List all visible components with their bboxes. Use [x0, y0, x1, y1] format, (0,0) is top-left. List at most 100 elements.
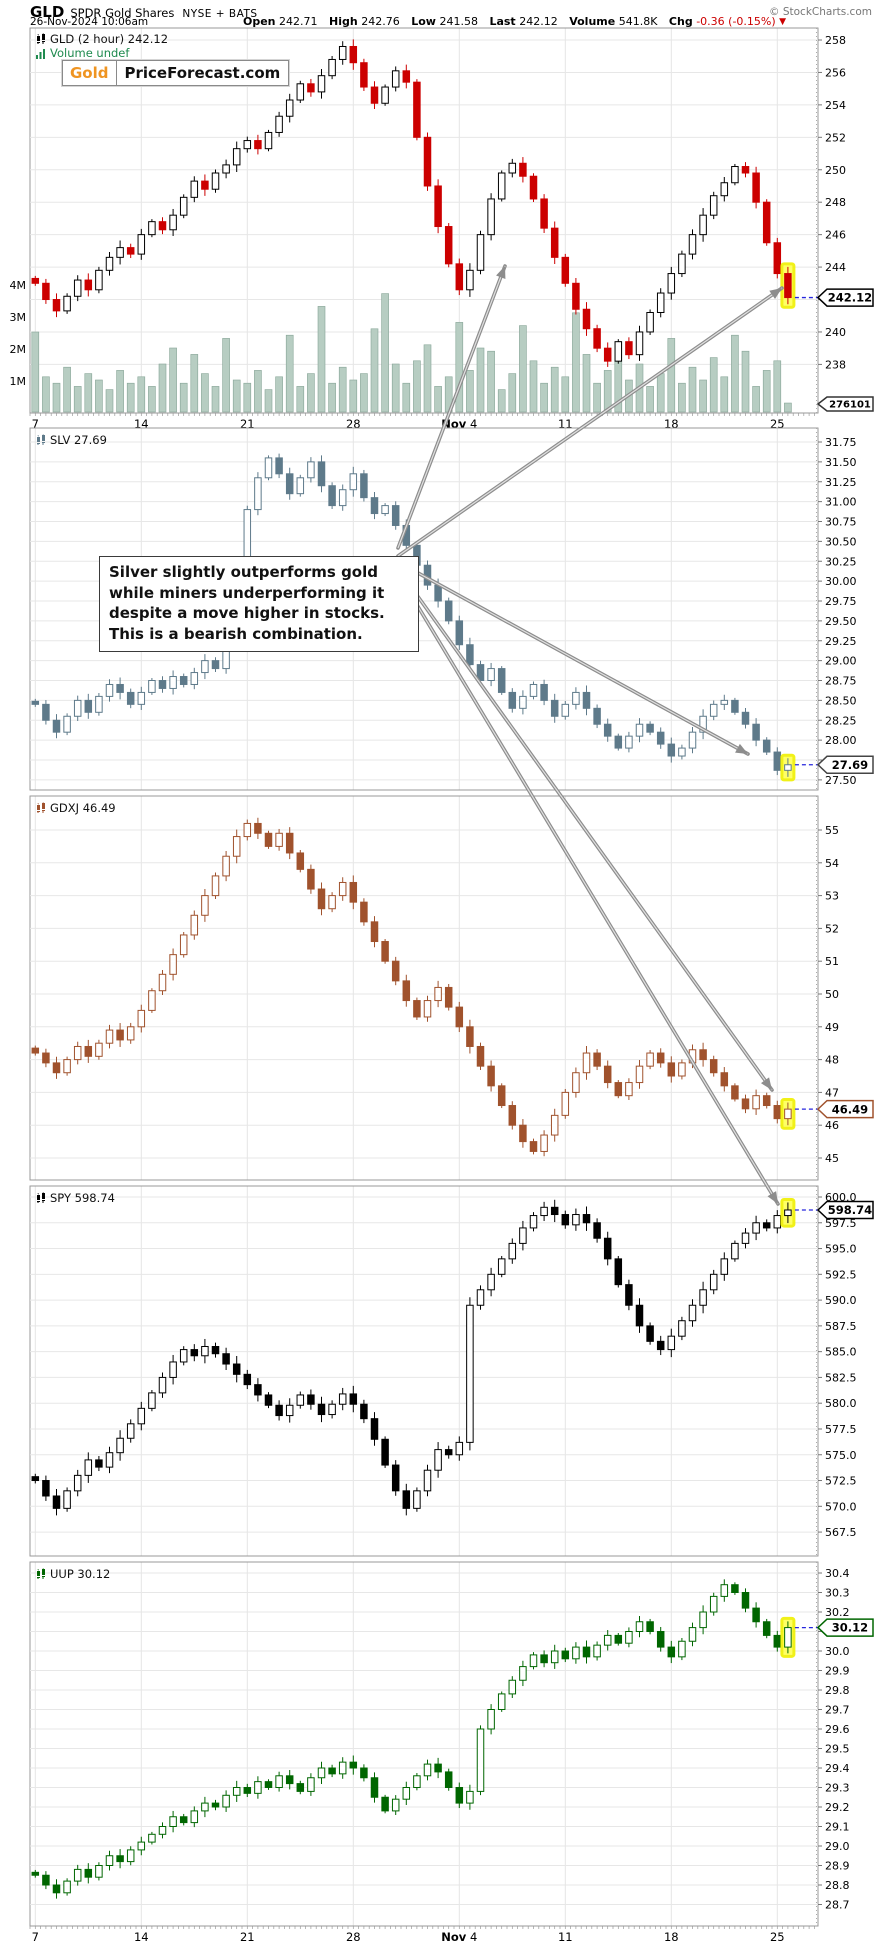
- price-tag: [816, 1618, 874, 1637]
- arrowhead: [496, 266, 506, 279]
- svg-text:30.00: 30.00: [825, 575, 857, 588]
- candle: [190, 1349, 199, 1357]
- candle: [296, 1394, 305, 1406]
- candle: [42, 282, 50, 301]
- svg-text:30.0: 30.0: [825, 1645, 850, 1658]
- volume-bar: [317, 306, 326, 413]
- candle: [126, 247, 135, 255]
- gdxj-panel-label: GDXJ 46.49: [50, 801, 116, 815]
- volume-bar: [349, 379, 358, 413]
- candle: [678, 747, 686, 757]
- volume-bar: [190, 354, 199, 413]
- volume-bars-icon: [36, 48, 45, 59]
- volume-legend-label: Volume undef: [50, 46, 130, 60]
- down-triangle-icon: ▼: [779, 17, 787, 27]
- x-axis-label: Nov 4: [441, 1930, 477, 1944]
- spy-panel-title: SPY 598.74: [36, 1191, 115, 1205]
- candle: [572, 691, 580, 705]
- volume-bar: [731, 334, 739, 413]
- candle: [413, 81, 421, 138]
- volume-bar: [264, 389, 273, 413]
- candle: [201, 1345, 209, 1357]
- price-tag: [816, 755, 874, 775]
- svg-text:572.5: 572.5: [825, 1475, 857, 1488]
- volume-bar: [529, 360, 538, 413]
- volume-bar: [243, 382, 252, 413]
- candle: [784, 1209, 792, 1217]
- candle: [646, 311, 654, 333]
- candle: [137, 1009, 146, 1028]
- candle: [63, 1490, 71, 1509]
- candle: [349, 45, 358, 64]
- volume-bar: [550, 366, 559, 413]
- candle: [455, 1006, 464, 1028]
- symbol-label: GLD: [30, 3, 65, 21]
- candle: [455, 1441, 464, 1456]
- volume-bar: [84, 373, 93, 413]
- slv-panel-title: SLV 27.69: [36, 433, 107, 447]
- volume-bar: [519, 325, 527, 413]
- svg-text:276101: 276101: [829, 400, 871, 411]
- svg-text:55: 55: [825, 824, 839, 837]
- candle: [126, 1423, 135, 1439]
- candle: [678, 1640, 686, 1658]
- candle: [222, 1353, 230, 1365]
- candle: [625, 735, 633, 749]
- candle: [317, 75, 326, 93]
- candle: [201, 895, 209, 916]
- candle: [307, 83, 315, 93]
- volume-bar: [95, 379, 103, 413]
- volume-bar: [148, 386, 156, 413]
- svg-text:30.4: 30.4: [825, 1567, 850, 1580]
- candle: [773, 1215, 782, 1229]
- candle: [709, 1273, 718, 1291]
- volume-bar: [572, 312, 580, 413]
- candle: [105, 1855, 114, 1866]
- candle: [232, 836, 241, 857]
- candle: [529, 1654, 538, 1668]
- candle: [476, 1045, 485, 1067]
- candle: [423, 1000, 432, 1018]
- candle: [126, 1849, 135, 1863]
- candle: [625, 1631, 633, 1644]
- candle: [63, 715, 71, 733]
- candle: [455, 263, 464, 291]
- candle: [656, 292, 665, 313]
- volume-bar: [201, 373, 209, 413]
- low-value: 241.58: [439, 15, 478, 28]
- volume-label: Volume: [569, 15, 616, 28]
- svg-text:240: 240: [825, 326, 846, 339]
- candle: [582, 1052, 591, 1074]
- gld-panel-title: GLD (2 hour) 242.12: [36, 32, 168, 46]
- svg-text:242.12: 242.12: [828, 291, 872, 305]
- volume-bar: [741, 350, 750, 413]
- svg-text:46: 46: [825, 1119, 839, 1132]
- volume-bar: [466, 370, 474, 413]
- candle: [466, 1304, 474, 1443]
- candle: [593, 328, 601, 349]
- candle: [752, 1222, 760, 1234]
- svg-text:29.3: 29.3: [825, 1782, 850, 1795]
- svg-text:31.25: 31.25: [825, 476, 857, 489]
- candle: [190, 1810, 199, 1824]
- candle: [741, 1592, 750, 1609]
- svg-text:48: 48: [825, 1054, 839, 1067]
- candle: [381, 1796, 389, 1812]
- candle: [709, 1059, 718, 1074]
- svg-text:29.8: 29.8: [825, 1684, 850, 1697]
- candle: [105, 1452, 114, 1468]
- candle: [593, 1222, 601, 1239]
- candle: [190, 672, 199, 685]
- candle: [179, 676, 188, 685]
- volume-axis-1m: 1M: [9, 375, 27, 388]
- candle: [434, 1449, 442, 1471]
- annotation-callout: Silver slightly outperforms gold while m…: [99, 556, 419, 652]
- candle: [116, 1855, 124, 1863]
- candle: [625, 1082, 633, 1097]
- candle: [158, 973, 167, 992]
- candle: [63, 295, 71, 312]
- volume-bar: [656, 373, 665, 413]
- svg-text:29.7: 29.7: [825, 1704, 850, 1717]
- candle: [84, 279, 93, 291]
- volume-bar: [540, 382, 548, 413]
